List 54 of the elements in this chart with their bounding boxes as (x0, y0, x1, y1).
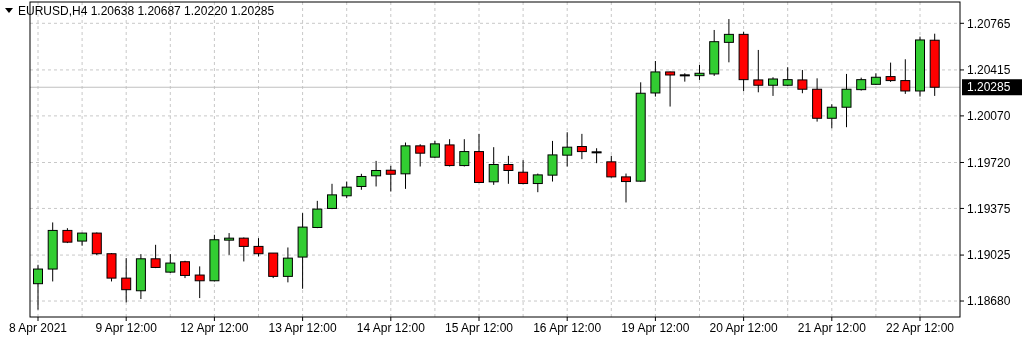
x-tick-label: 13 Apr 12:00 (268, 321, 337, 335)
x-tick-label: 9 Apr 12:00 (95, 321, 158, 335)
candlestick (723, 18, 734, 63)
candlestick (753, 49, 764, 93)
y-tick-label: 1.19375 (967, 201, 1011, 216)
candlestick (312, 200, 323, 229)
x-tick-label: 12 Apr 12:00 (180, 321, 249, 335)
y-tick-label: 1.18680 (967, 294, 1011, 309)
candlestick (459, 138, 470, 167)
candlestick (665, 71, 676, 108)
x-tick-label: 20 Apr 12:00 (709, 321, 778, 335)
candlestick (782, 66, 793, 87)
candlestick (121, 257, 132, 303)
y-tick-label: 1.20415 (967, 63, 1011, 78)
candlestick (576, 133, 587, 160)
candlestick (268, 252, 279, 279)
chart-title: EURUSD,H4 1.20638 1.20687 1.20220 1.20285 (18, 4, 275, 18)
y-tick-label: 1.20765 (967, 16, 1011, 31)
candlestick (415, 143, 426, 167)
candlestick (621, 173, 631, 203)
candlestick (194, 265, 205, 299)
candlestick (900, 58, 911, 95)
ref-line-label: 1.20285 (967, 80, 1011, 95)
candlestick (841, 73, 852, 128)
candlestick (371, 160, 382, 187)
x-tick-label: 22 Apr 12:00 (885, 321, 955, 335)
candlestick (327, 183, 337, 210)
x-tick-label: 14 Apr 12:00 (356, 321, 426, 335)
y-tick-label: 1.19025 (967, 248, 1011, 263)
candlestick (488, 146, 499, 186)
candlestick (224, 232, 235, 256)
x-tick-label: 21 Apr 12:00 (797, 321, 867, 335)
candlestick (503, 155, 514, 185)
candlestick (33, 264, 43, 311)
candlestick (547, 140, 558, 183)
candlestick (91, 231, 102, 256)
x-tick-label: 8 Apr 2021 (8, 321, 68, 335)
candlestick (885, 62, 896, 83)
y-tick-label: 1.19720 (967, 155, 1011, 170)
candlestick (282, 246, 293, 283)
candlestick (385, 165, 396, 193)
x-tick-label: 19 Apr 12:00 (621, 321, 690, 335)
candlestick (797, 69, 808, 94)
candlestick (606, 155, 617, 179)
candlestick (238, 236, 249, 262)
candlestick (650, 60, 661, 98)
candlestick (253, 237, 264, 257)
y-tick-label: 1.20070 (967, 109, 1011, 124)
candlestick (826, 103, 837, 129)
x-tick-label: 15 Apr 12:00 (444, 321, 514, 335)
candlestick (444, 138, 455, 167)
candlestick (768, 76, 778, 97)
candlestick (562, 131, 573, 167)
x-tick-label: 16 Apr 12:00 (533, 321, 602, 335)
